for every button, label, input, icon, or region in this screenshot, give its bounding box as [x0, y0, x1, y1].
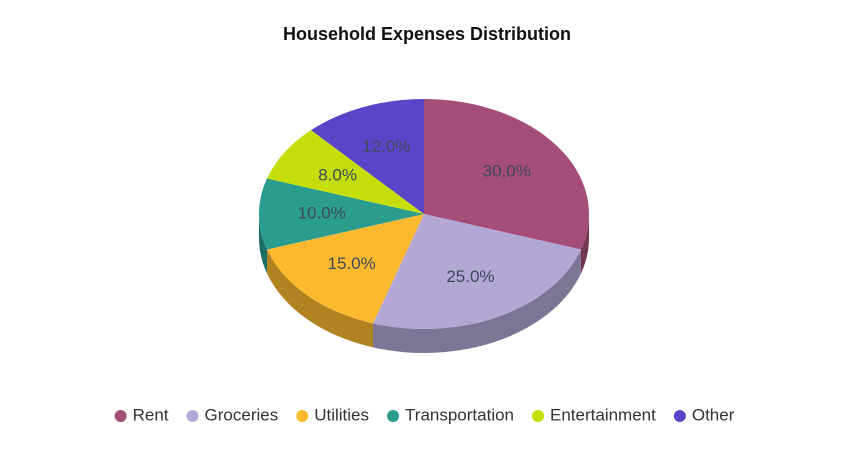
slice [424, 99, 590, 250]
slice-side [580, 214, 589, 274]
slice-side [267, 249, 374, 348]
legend-marker [532, 410, 545, 422]
legend-label: Transportation [405, 405, 514, 424]
legend: Rent Groceries Utilities Transportation Ente… [114, 405, 735, 424]
slice-side [373, 249, 581, 353]
slice-side [259, 214, 268, 274]
legend-marker [387, 410, 400, 422]
slice [373, 214, 581, 329]
legend-marker [114, 410, 127, 422]
legend-label: Entertainment [550, 405, 656, 424]
legend-marker [673, 410, 686, 422]
value-label: 8.0% [318, 165, 357, 184]
slice [259, 178, 424, 250]
slice [311, 99, 424, 214]
legend-label: Utilities [314, 405, 369, 424]
legend-marker [186, 410, 199, 422]
legend-label: Other [692, 405, 735, 424]
legend-label: Rent [133, 405, 169, 424]
value-label: 10.0% [298, 203, 346, 222]
legend-marker [296, 410, 309, 422]
chart-title: Household Expenses Distribution [283, 24, 571, 44]
value-label: 12.0% [362, 137, 410, 156]
value-label: 30.0% [483, 162, 531, 181]
slice [267, 130, 424, 214]
value-label: 25.0% [446, 267, 494, 286]
legend-label: Groceries [205, 405, 279, 424]
value-label: 15.0% [328, 254, 376, 273]
slice [267, 214, 424, 324]
